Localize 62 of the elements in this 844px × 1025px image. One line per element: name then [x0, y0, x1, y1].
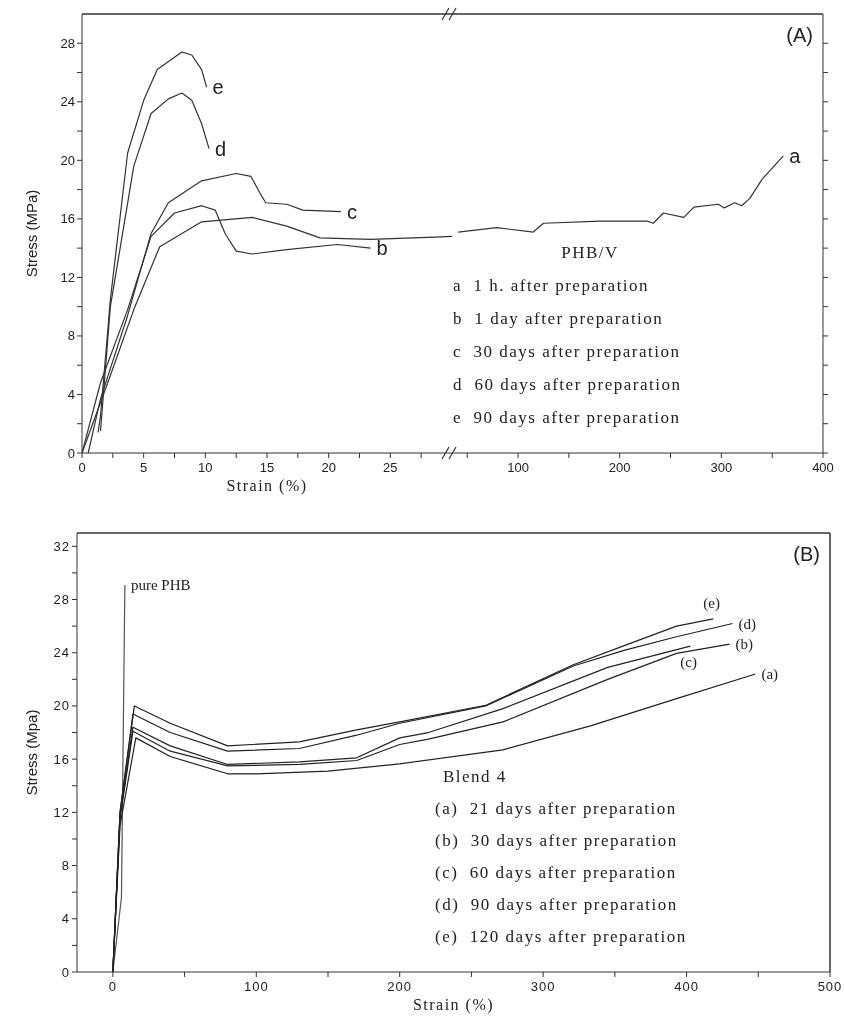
annotation: e 90 days after preparation	[453, 408, 681, 427]
series-label: (b)	[735, 636, 754, 654]
annotation: a 1 h. after preparation	[453, 276, 650, 295]
annotation: (a) 21 days after preparation	[435, 799, 677, 818]
y-tick-label: 4	[61, 911, 70, 927]
x-tick-label: 500	[817, 978, 843, 994]
series-label: d	[215, 137, 227, 160]
series-label: (c)	[680, 654, 697, 672]
y-tick-label: 16	[53, 751, 70, 767]
y-tick-label: 12	[53, 804, 70, 820]
series-label: (d)	[738, 615, 756, 633]
annotation: Blend 4	[443, 767, 507, 786]
annotation: (B)	[793, 543, 820, 565]
annotation: d 60 days after preparation	[453, 375, 682, 394]
y-tick-label: 28	[60, 35, 75, 51]
y-tick-label: 8	[67, 328, 75, 344]
y-tick-label: 20	[53, 698, 70, 714]
series-label: (e)	[703, 595, 720, 613]
annotation: PHB/V	[561, 243, 619, 262]
series-label: pure PHB	[130, 577, 191, 594]
y-tick-label: 4	[67, 387, 75, 403]
annotation: (e) 120 days after preparation	[435, 927, 687, 946]
x-tick-label: 10	[198, 459, 213, 475]
x-axis-title: Strain (%)	[412, 996, 495, 1014]
y-tick-label: 16	[60, 211, 75, 227]
annotation: c 30 days after preparation	[453, 342, 681, 361]
x-tick-label: 200	[608, 459, 631, 475]
y-tick-label: 24	[60, 94, 75, 110]
y-axis-title: Stress (MPa)	[22, 189, 40, 278]
y-axis-title: Stress (Mpa)	[22, 709, 40, 796]
x-tick-label: 300	[710, 459, 733, 475]
annotation: (d) 90 days after preparation	[435, 895, 678, 914]
legend-label: a	[789, 144, 802, 167]
y-tick-label: 12	[60, 269, 75, 285]
x-tick-label: 100	[507, 459, 529, 475]
y-tick-label: 32	[53, 538, 70, 554]
x-axis-title: Strain (%)	[226, 477, 308, 495]
x-tick-label: 20	[321, 459, 336, 475]
y-tick-label: 28	[53, 592, 70, 608]
y-tick-label: 24	[53, 645, 70, 661]
x-tick-label: 300	[530, 978, 556, 994]
series-label: e	[212, 76, 224, 99]
y-tick-label: 0	[61, 964, 70, 980]
annotation: (b) 30 days after preparation	[435, 831, 678, 850]
annotation: (c) 60 days after preparation	[435, 863, 677, 882]
x-tick-label: 200	[387, 978, 413, 994]
y-tick-label: 20	[60, 152, 75, 168]
x-tick-label: 400	[674, 978, 699, 994]
series-label: (a)	[761, 666, 779, 684]
series-label: b	[376, 237, 388, 260]
y-tick-label: 0	[67, 445, 75, 461]
x-tick-label: 15	[259, 459, 275, 475]
annotation: (A)	[786, 24, 813, 46]
x-tick-label: 100	[243, 978, 269, 994]
x-tick-label: 400	[812, 459, 834, 475]
x-tick-label: 0	[78, 459, 86, 475]
y-tick-label: 8	[61, 858, 70, 874]
annotation: b 1 day after preparation	[453, 309, 664, 328]
x-tick-label: 0	[108, 978, 117, 994]
x-tick-label: 25	[383, 459, 398, 475]
series-label: c	[347, 200, 357, 223]
x-tick-label: 5	[140, 459, 148, 475]
